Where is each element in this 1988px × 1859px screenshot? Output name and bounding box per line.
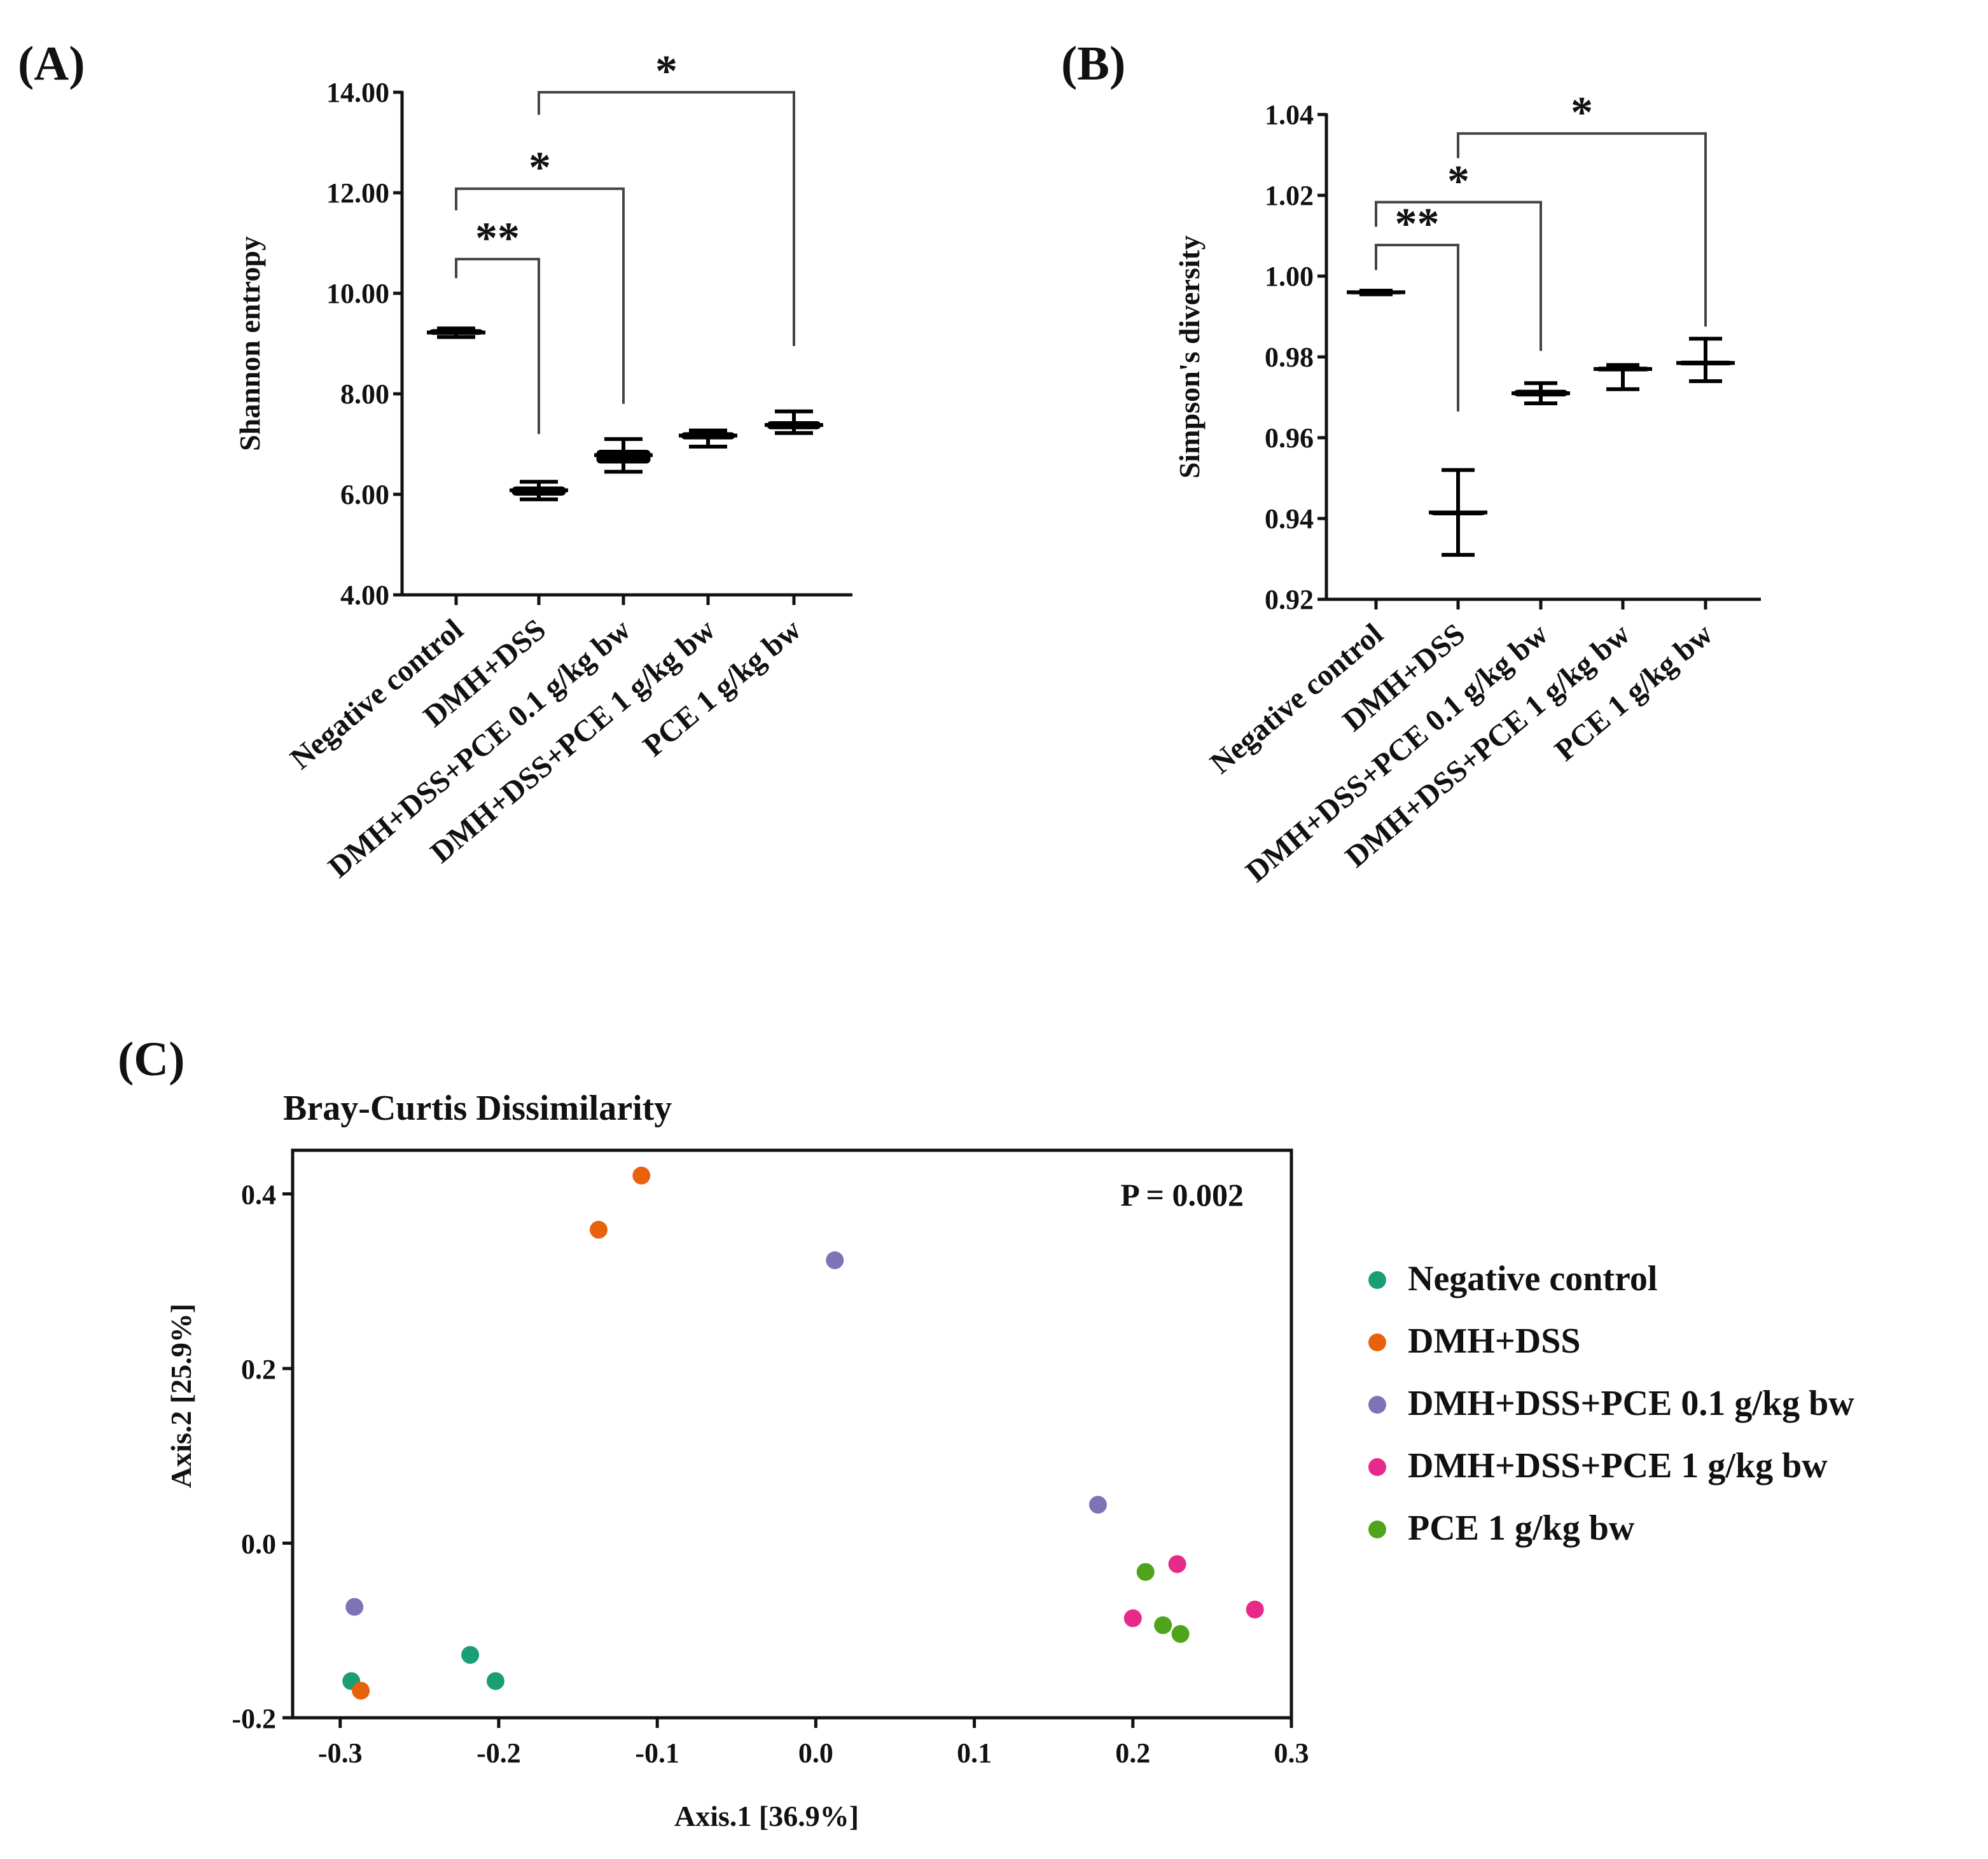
x-tick-label: 0.1 (957, 1737, 992, 1769)
significance-bracket (1375, 244, 1459, 412)
scatter-point (826, 1251, 844, 1269)
scatter-point (1136, 1563, 1155, 1581)
y-tick-label: 0.2 (241, 1354, 276, 1385)
y-tick-label: 0.0 (241, 1529, 276, 1560)
scatter-point (486, 1672, 504, 1690)
panel-label-b: (B) (1061, 37, 1125, 90)
x-tick-label: 0.0 (798, 1737, 833, 1769)
y-tick-label: 1.02 (1265, 180, 1314, 211)
scatter-point (1088, 1496, 1107, 1514)
legend-label: Negative control (1408, 1259, 1657, 1299)
scatter-point (352, 1681, 370, 1700)
scatter-point (1171, 1625, 1190, 1643)
significance-bracket (455, 258, 540, 435)
x-tick-label: 0.2 (1115, 1737, 1150, 1769)
legend-marker (1368, 1271, 1386, 1289)
y-tick-label: 14.00 (326, 77, 389, 108)
panel-label-c: (C) (118, 1033, 185, 1086)
y-tick-label: 1.00 (1265, 261, 1314, 292)
y-axis-title: Shannon entropy (233, 236, 266, 451)
significance-bracket (1457, 132, 1707, 327)
x-axis-title: Axis.1 [36.9%] (674, 1800, 859, 1832)
plot-frame (291, 1148, 1293, 1720)
legend-label: DMH+DSS+PCE 1 g/kg bw (1408, 1446, 1828, 1486)
significance-bracket (455, 187, 625, 404)
chart-c-bray-curtis: Bray-Curtis Dissimilarity -0.3 -0.2 -0.1 0.0… (165, 1089, 1854, 1832)
scatter-point (1123, 1609, 1142, 1627)
x-tick-label: -0.1 (635, 1737, 679, 1769)
x-tick-label: 0.3 (1274, 1737, 1309, 1769)
scatter-point (345, 1598, 364, 1616)
y-tick-label: 4.00 (340, 580, 389, 611)
x-tick-label: -0.2 (476, 1737, 521, 1769)
chart-b-simpson: 0.92 0.94 0.96 0.98 1.00 1.02 1.04 Simpson's di… (1173, 88, 1761, 889)
chart-title: Bray-Curtis Dissimilarity (283, 1089, 672, 1128)
significance-label: * (1447, 157, 1470, 206)
significance-bracket (1375, 200, 1542, 351)
significance-label: ** (475, 214, 520, 263)
y-tick-label: 0.96 (1265, 422, 1314, 454)
chart-a-shannon: 4.00 6.00 8.00 10.00 12.00 14.00 Shannon entro… (233, 47, 852, 884)
scatter-point (1168, 1555, 1186, 1573)
significance-bracket (538, 91, 795, 346)
y-tick-label: 0.94 (1265, 503, 1314, 534)
y-tick-label: 0.92 (1265, 584, 1314, 615)
significance-label: ** (1395, 200, 1440, 249)
scatter-point (461, 1646, 480, 1664)
legend-marker (1368, 1333, 1386, 1351)
category-label: DMH+DSS+PCE 0.1 g/kg bw (1239, 617, 1554, 889)
y-tick-label: 0.4 (241, 1180, 276, 1211)
significance-label: * (655, 47, 678, 96)
p-value-annotation: P = 0.002 (1120, 1177, 1244, 1213)
legend-marker (1368, 1396, 1386, 1414)
legend-marker (1368, 1458, 1386, 1476)
significance-label: * (1571, 88, 1593, 137)
scatter-point (589, 1220, 608, 1239)
scatter-point (632, 1166, 651, 1185)
y-tick-label: 8.00 (340, 379, 389, 410)
y-axis-title: Simpson's diversity (1173, 235, 1206, 478)
y-tick-label: 10.00 (326, 278, 389, 309)
scatter-point (1246, 1600, 1264, 1619)
y-tick-label: 12.00 (326, 178, 389, 209)
y-tick-label: 1.04 (1265, 99, 1314, 130)
legend-label: DMH+DSS+PCE 0.1 g/kg bw (1408, 1384, 1854, 1423)
significance-label: * (529, 144, 551, 193)
x-tick-label: -0.3 (318, 1737, 363, 1769)
legend-label: DMH+DSS (1408, 1321, 1581, 1361)
legend-marker (1368, 1521, 1386, 1538)
scatter-point (1154, 1616, 1172, 1634)
y-tick-label: -0.2 (232, 1703, 276, 1734)
panel-label-a: (A) (18, 37, 85, 90)
legend-label: PCE 1 g/kg bw (1408, 1508, 1635, 1548)
y-axis-title: Axis.2 [25.9%] (165, 1304, 197, 1488)
y-tick-label: 6.00 (340, 479, 389, 510)
y-tick-label: 0.98 (1265, 342, 1314, 373)
